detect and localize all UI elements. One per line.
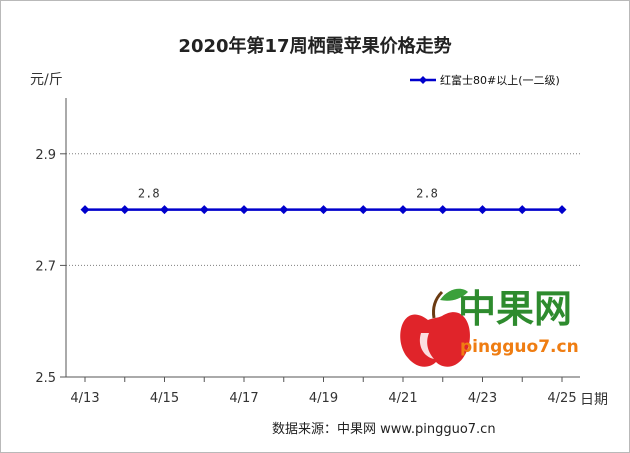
data-point	[517, 205, 527, 215]
series-markers	[80, 205, 567, 215]
data-point	[239, 205, 249, 215]
data-labels: 2.8 2.8	[138, 187, 438, 201]
watermark-logo: 中果网 pingguo7.cn	[400, 287, 579, 367]
y-tick-label: 2.7	[35, 259, 56, 274]
data-label: 2.8	[416, 187, 438, 201]
x-tick-label: 4/23	[468, 391, 497, 406]
data-point	[398, 205, 408, 215]
watermark-brand: 中果网	[458, 287, 572, 331]
x-tick-label: 4/21	[388, 391, 417, 406]
source-note: 数据来源：中果网 www.pingguo7.cn	[272, 422, 496, 437]
chart-title: 2020年第17周栖霞苹果价格走势	[178, 35, 451, 57]
y-tick-label: 2.5	[35, 371, 56, 386]
legend-entry: 红富士80#以上(一二级)	[440, 73, 560, 87]
y-axis-unit: 元/斤	[30, 72, 63, 88]
data-point	[438, 205, 448, 215]
axes	[60, 98, 580, 382]
x-tick-label: 4/13	[70, 391, 99, 406]
data-label: 2.8	[138, 187, 160, 201]
x-tick-label: 4/19	[309, 391, 338, 406]
data-point	[160, 205, 169, 215]
x-tick-label: 4/17	[229, 391, 258, 406]
x-tick-label: 4/15	[150, 391, 179, 406]
x-tick-labels: 4/13 4/15 4/17 4/19 4/21 4/23 4/25	[70, 391, 576, 406]
legend-marker-swatch	[419, 76, 427, 84]
legend: 红富士80#以上(一二级)	[410, 73, 560, 87]
data-point	[279, 205, 289, 215]
data-point	[120, 205, 130, 215]
x-axis-label: 日期	[580, 392, 608, 408]
data-point	[319, 205, 328, 215]
data-point	[80, 205, 90, 215]
data-point	[478, 205, 487, 215]
data-point	[358, 205, 368, 215]
apple-logo-icon	[400, 288, 471, 367]
data-point	[199, 205, 209, 215]
y-tick-labels: 2.9 2.7 2.5	[35, 148, 56, 386]
y-tick-label: 2.9	[35, 148, 56, 163]
watermark-url: pingguo7.cn	[460, 337, 579, 357]
x-tick-label: 4/25	[547, 391, 576, 406]
data-point	[557, 205, 567, 215]
